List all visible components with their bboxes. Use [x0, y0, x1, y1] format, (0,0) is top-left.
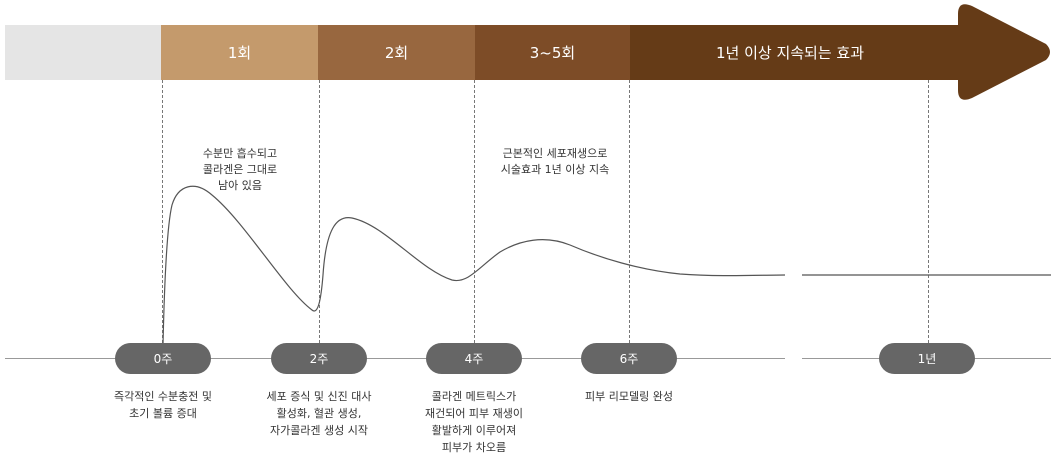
- header-segment-1: 1회: [161, 25, 318, 80]
- header-segment-2-label: 2회: [384, 44, 409, 62]
- arrow-head: [958, 4, 1050, 100]
- note-collagen-remains: 수분만 흡수되고 콜라겐은 그대로 남아 있음: [202, 147, 278, 192]
- timeline-pill-week0: 0주: [115, 343, 211, 374]
- timeline-pill-week6-label: 6주: [619, 352, 639, 366]
- guide-line-3: [629, 80, 630, 343]
- header-segment-4-label: 1년 이상 지속되는 효과: [715, 44, 865, 62]
- guide-line-1: [319, 80, 320, 343]
- header-segment-empty: [5, 25, 161, 80]
- caption-week0: 즉각적인 수분충전 및 초기 볼륨 증대: [113, 390, 213, 420]
- timeline-pill-week2-label: 2주: [309, 352, 329, 366]
- guide-line-2: [474, 80, 475, 343]
- timeline-line-left: [5, 358, 785, 359]
- note-cell-regeneration: 근본적인 세포재생으로 시술효과 1년 이상 지속: [500, 147, 610, 176]
- timeline-pill-week4-label: 4주: [464, 352, 484, 366]
- timeline-pill-week6: 6주: [581, 343, 677, 374]
- timeline-pill-year1-label: 1년: [917, 352, 937, 366]
- timeline-pill-week4: 4주: [426, 343, 522, 374]
- header-segment-1-label: 1회: [227, 44, 252, 62]
- header-segment-3: 3~5회: [475, 25, 630, 80]
- caption-week4: 콜라겐 메트릭스가 재건되어 피부 재생이 활발하게 이루어져 피부가 차오름: [424, 390, 524, 454]
- header-segment-3-label: 3~5회: [529, 44, 576, 62]
- timeline-pill-year1: 1년: [879, 343, 975, 374]
- header-segment-4: 1년 이상 지속되는 효과: [630, 25, 960, 80]
- timeline-pill-week2: 2주: [271, 343, 367, 374]
- guide-line-4: [928, 80, 929, 343]
- timeline-pill-week0-label: 0주: [153, 352, 173, 366]
- caption-week6: 피부 리모델링 완성: [585, 390, 673, 403]
- caption-week2: 세포 증식 및 신진 대사 활성화, 혈관 생성, 자가콜라겐 생성 시작: [266, 390, 372, 437]
- guide-line-0: [162, 80, 163, 343]
- header-segment-2: 2회: [318, 25, 475, 80]
